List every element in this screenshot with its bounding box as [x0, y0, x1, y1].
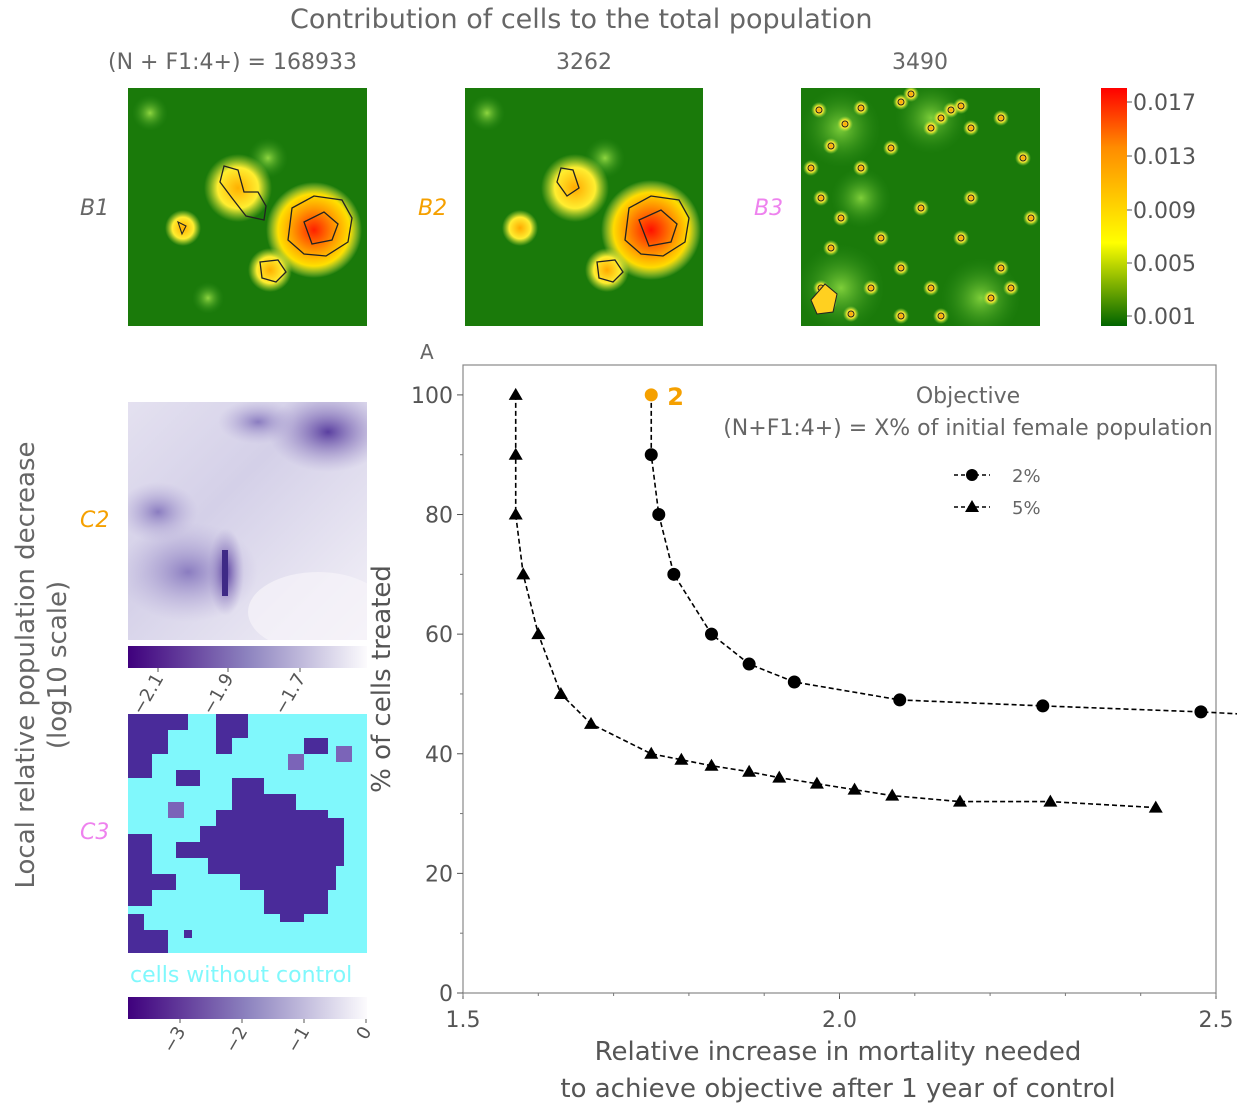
data-point-triangle	[508, 507, 523, 520]
left-axis-label: Local relative population decrease (log1…	[11, 442, 73, 889]
y-tick-label: 100	[411, 384, 453, 409]
heatmap-c3	[128, 714, 367, 953]
heatmap-b2	[465, 88, 703, 326]
data-point-triangle	[531, 627, 546, 640]
data-point-circle	[667, 567, 681, 581]
series-line-triangle	[514, 394, 1156, 809]
heatmap-c2	[128, 402, 367, 640]
figure-title: Contribution of cells to the total popul…	[290, 4, 873, 35]
data-point-circle	[644, 448, 658, 462]
heatmap-b3	[801, 88, 1040, 326]
y-tick-label: 80	[425, 504, 453, 529]
legend-title-line1: Objective	[916, 384, 1020, 409]
legend-entry: 2%	[1012, 466, 1041, 487]
colorbar-b-tick: 0.005	[1133, 252, 1196, 277]
data-point-triangle	[742, 764, 757, 777]
data-point-triangle	[584, 716, 599, 729]
colorbar-b	[1101, 88, 1127, 326]
legend-marker-triangle	[965, 500, 979, 512]
data-point-circle	[704, 627, 718, 641]
x-tick-label: 1.5	[446, 1008, 481, 1033]
data-point-triangle	[516, 567, 531, 580]
data-point-circle	[742, 657, 756, 671]
colorbar-c2-tick: −1.9	[198, 670, 238, 718]
data-point-triangle	[508, 387, 523, 400]
heatmap-b1-value: (N + F1:4+) = 168933	[108, 50, 357, 75]
y-tick-label: 40	[425, 743, 453, 768]
heatmap-b1	[128, 88, 367, 326]
colorbar-b-tick: 0.009	[1133, 199, 1196, 224]
data-point-circle	[893, 693, 907, 707]
data-point-triangle	[704, 758, 719, 771]
panel-label-b1: B1	[80, 196, 110, 221]
y-axis-label: % of cells treated	[370, 565, 397, 793]
y-tick-label: 60	[425, 623, 453, 648]
data-point-triangle	[508, 447, 523, 460]
heatmap-b2-value: 3262	[556, 50, 612, 75]
colorbar-c3	[128, 997, 367, 1019]
left-axis-label-line1: Local relative population decrease	[11, 442, 41, 889]
x-tick-label: 2.0	[822, 1008, 857, 1033]
data-point-triangle	[644, 746, 659, 759]
panel-label-b2: B2	[418, 196, 448, 221]
left-axis-label-line2: (log10 scale)	[43, 581, 73, 749]
data-point-triangle	[772, 770, 787, 783]
colorbar-c2-tick: −1.7	[270, 670, 310, 718]
legend-marker-circle	[966, 469, 978, 481]
colorbar-b-tick: 0.017	[1133, 91, 1196, 116]
legend-title-line2: (N+F1:4+) = X% of initial female populat…	[723, 416, 1213, 441]
legend-entry: 5%	[1012, 498, 1041, 519]
heatmap-b3-value: 3490	[892, 50, 948, 75]
colorbar-c3-tick: −2	[221, 1023, 252, 1056]
colorbar-c3-ticks: −3 −2 −1 0	[159, 1019, 376, 1056]
y-tick-label: 20	[425, 862, 453, 887]
data-point-triangle	[1043, 794, 1058, 807]
colorbar-b-tick: 0.001	[1133, 305, 1196, 328]
data-point-triangle	[885, 788, 900, 801]
series-line-circle	[650, 394, 1237, 715]
data-point-circle	[787, 675, 801, 689]
data-point-triangle	[674, 752, 689, 765]
x-tick-label: 2.5	[1199, 1008, 1234, 1033]
panel-label-a: A	[420, 340, 434, 364]
colorbar-c3-tick: −1	[283, 1023, 314, 1056]
data-point-triangle	[809, 776, 824, 789]
panel-label-b3: B3	[754, 196, 784, 221]
data-point-circle	[1036, 699, 1050, 713]
panel-label-c2: C2	[80, 508, 110, 533]
panel-label-c3: C3	[80, 820, 110, 845]
data-point-triangle	[952, 794, 967, 807]
colorbar-c2-ticks: −2.1 −1.9 −1.7	[128, 668, 310, 718]
colorbar-b-ticks: 0.017 0.013 0.009 0.005 0.001	[1127, 91, 1196, 328]
x-axis-label-line1: Relative increase in mortality needed	[595, 1037, 1082, 1067]
colorbar-c3-tick: −3	[159, 1023, 190, 1056]
data-point-triangle	[847, 782, 862, 795]
data-point-circle	[652, 508, 666, 522]
x-axis-label-line2: to achieve objective after 1 year of con…	[560, 1074, 1115, 1104]
colorbar-b-tick: 0.013	[1133, 145, 1196, 170]
data-point-triangle	[1148, 800, 1163, 813]
y-tick-label: 0	[439, 982, 453, 1007]
plot-frame	[462, 364, 1217, 994]
data-point-triangle	[553, 686, 568, 699]
cells-without-control-label: cells without control	[130, 963, 353, 988]
data-point-circle	[1194, 705, 1208, 719]
colorbar-c2	[128, 646, 367, 668]
highlight-label-2: 2	[667, 383, 684, 411]
legend: 2% 5%	[954, 466, 1041, 519]
highlight-point-2	[644, 388, 658, 402]
colorbar-c2-tick: −2.1	[128, 670, 168, 718]
